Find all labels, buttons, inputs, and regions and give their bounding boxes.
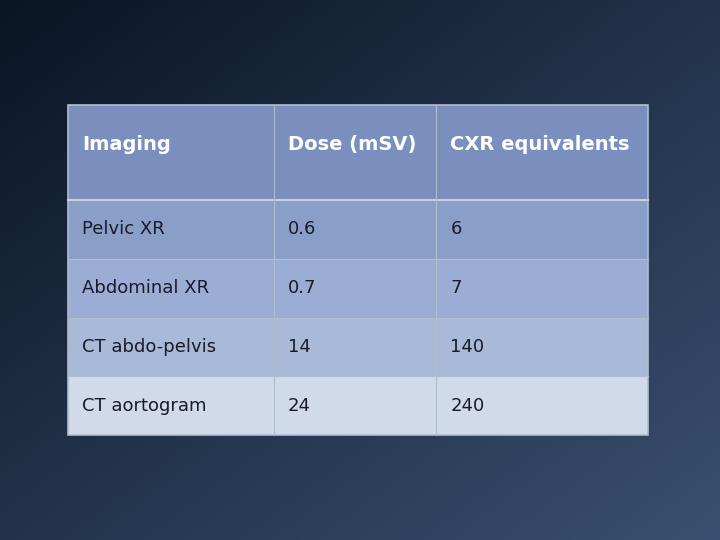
Text: 140: 140 [450, 338, 485, 356]
Bar [68, 259, 648, 318]
Text: 7: 7 [450, 279, 462, 297]
Text: Abdominal XR: Abdominal XR [82, 279, 209, 297]
Text: Pelvic XR: Pelvic XR [82, 220, 165, 238]
Text: 0.6: 0.6 [288, 220, 316, 238]
Bar [68, 200, 648, 259]
Text: CT aortogram: CT aortogram [82, 396, 207, 415]
Bar [68, 376, 648, 435]
Text: 0.7: 0.7 [288, 279, 316, 297]
Bar [68, 105, 648, 435]
Text: 6: 6 [450, 220, 462, 238]
Bar [68, 318, 648, 376]
Text: 24: 24 [288, 396, 311, 415]
Text: CT abdo-pelvis: CT abdo-pelvis [82, 338, 216, 356]
Text: 240: 240 [450, 396, 485, 415]
Bar [68, 105, 648, 200]
Text: Imaging: Imaging [82, 136, 171, 154]
Text: 14: 14 [288, 338, 311, 356]
Text: Dose (mSV): Dose (mSV) [288, 136, 416, 154]
Text: CXR equivalents: CXR equivalents [450, 136, 630, 154]
